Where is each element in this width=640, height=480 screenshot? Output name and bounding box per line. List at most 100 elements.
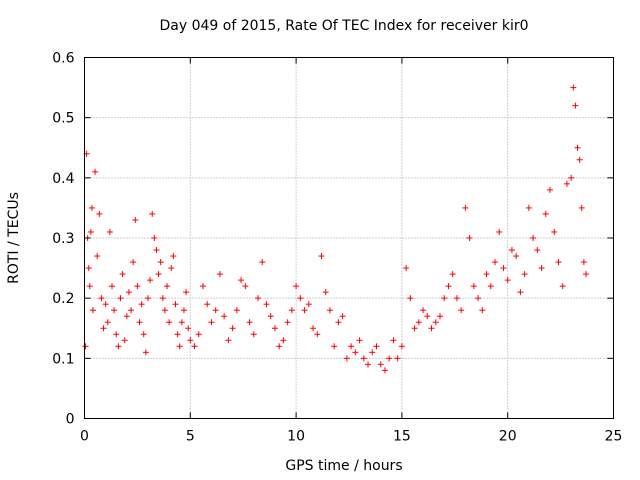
data-point [140, 331, 147, 338]
data-point [157, 259, 164, 266]
data-point [195, 331, 202, 338]
data-point [109, 283, 116, 290]
data-point [172, 301, 179, 308]
y-tick-label: 0.6 [52, 51, 74, 67]
data-point [94, 253, 101, 260]
data-point [352, 349, 359, 356]
data-point [106, 228, 113, 235]
data-point [121, 337, 128, 344]
data-point [132, 216, 139, 223]
data-point [225, 337, 232, 344]
data-point [483, 271, 490, 278]
data-point [242, 283, 249, 290]
data-point [453, 295, 460, 302]
data-point [415, 319, 422, 326]
data-point [164, 283, 171, 290]
data-point [82, 343, 89, 350]
data-point [428, 325, 435, 332]
data-point [263, 301, 270, 308]
data-point [470, 283, 477, 290]
data-point [255, 295, 262, 302]
data-point [297, 295, 304, 302]
data-point [513, 253, 520, 260]
data-point [458, 307, 465, 314]
data-point [322, 289, 329, 296]
chart-title: Day 049 of 2015, Rate Of TEC Index for r… [159, 18, 528, 34]
data-point [487, 283, 494, 290]
data-point [348, 343, 355, 350]
data-point [356, 337, 363, 344]
data-point [373, 343, 380, 350]
x-tick-label: 10 [287, 429, 305, 445]
data-point [134, 283, 141, 290]
data-point [310, 325, 317, 332]
data-point [238, 277, 245, 284]
data-point [178, 319, 185, 326]
x-tick-label: 5 [186, 429, 195, 445]
data-point [449, 271, 456, 278]
y-tick-label: 0.4 [52, 171, 74, 187]
data-point [381, 367, 388, 374]
data-point [403, 265, 410, 272]
data-point [138, 301, 145, 308]
data-point [92, 168, 99, 175]
data-point [180, 307, 187, 314]
data-point [221, 313, 228, 320]
y-tick-label: 0.2 [52, 291, 74, 307]
data-point [98, 295, 105, 302]
data-point [436, 313, 443, 320]
x-axis-label: GPS time / hours [285, 458, 402, 474]
data-point [191, 343, 198, 350]
data-point [183, 289, 190, 296]
data-point [125, 289, 132, 296]
data-point [102, 301, 109, 308]
data-point [479, 307, 486, 314]
data-point [582, 271, 589, 278]
data-point [475, 295, 482, 302]
data-point [578, 204, 585, 211]
data-point [174, 331, 181, 338]
data-point [119, 271, 126, 278]
data-point [280, 337, 287, 344]
data-point [199, 283, 206, 290]
data-point [208, 319, 215, 326]
data-point [86, 283, 93, 290]
data-point [411, 325, 418, 332]
data-point [159, 295, 166, 302]
data-point [314, 331, 321, 338]
data-point [128, 307, 135, 314]
data-point [420, 307, 427, 314]
data-point [574, 144, 581, 151]
data-point [301, 307, 308, 314]
data-point [288, 307, 295, 314]
y-tick-label: 0.3 [52, 231, 74, 247]
data-point [284, 319, 291, 326]
data-point [100, 325, 107, 332]
y-tick-label: 0.5 [52, 111, 74, 127]
data-point [204, 301, 211, 308]
data-point [276, 343, 283, 350]
x-tick-label: 25 [605, 429, 623, 445]
data-point [521, 271, 528, 278]
data-point [104, 319, 111, 326]
x-tick-label: 15 [393, 429, 411, 445]
y-tick-label: 0 [66, 412, 75, 428]
y-axis-label: ROTI / TECUs [6, 192, 22, 284]
data-point [525, 204, 532, 211]
data-point [555, 259, 562, 266]
data-point [576, 156, 583, 163]
data-point [113, 331, 120, 338]
data-point [492, 259, 499, 266]
data-point [445, 283, 452, 290]
data-point [551, 228, 558, 235]
data-point [570, 84, 577, 91]
data-point [517, 289, 524, 296]
data-point [153, 247, 160, 254]
data-point [563, 180, 570, 187]
data-point [568, 174, 575, 181]
data-point [331, 343, 338, 350]
data-point [246, 319, 253, 326]
x-tick-label: 20 [499, 429, 517, 445]
data-point [267, 313, 274, 320]
